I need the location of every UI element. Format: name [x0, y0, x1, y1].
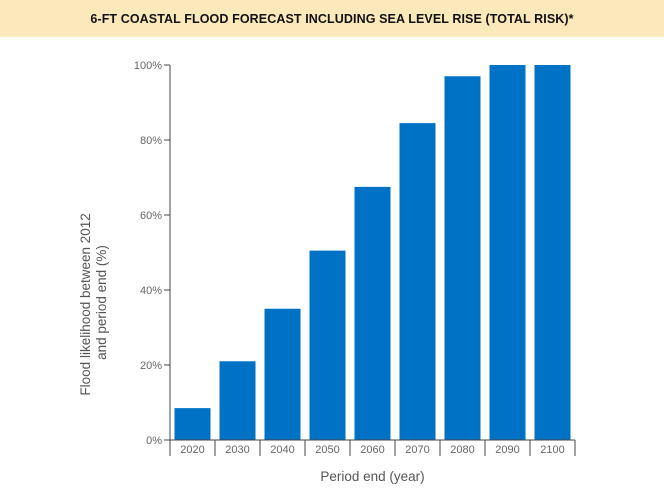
x-tick-label: 2100: [540, 444, 564, 456]
x-tick-label: 2020: [180, 444, 204, 456]
y-tick-label: 20%: [140, 360, 162, 372]
chart-title: 6-FT COASTAL FLOOD FORECAST INCLUDING SE…: [90, 11, 574, 26]
y-axis: 0% 20% 40% 60% 80% 100%: [134, 60, 171, 447]
x-tick-label: 2070: [405, 444, 429, 456]
bar-2050: [309, 250, 346, 440]
bar-2090: [489, 65, 526, 440]
y-axis-title-line-1: Flood likelihood between 2012: [78, 213, 93, 395]
bar-2030: [219, 361, 256, 440]
y-tick-label: 0%: [146, 435, 162, 447]
y-tick-label: 60%: [140, 210, 162, 222]
x-axis: 2020 2030 2040 2050 2060 2070 2080 2090 2100: [169, 439, 576, 456]
y-axis-title: Flood likelihood between 2012 and period…: [78, 209, 109, 395]
bar-2020: [174, 408, 211, 440]
chart-title-bar: 6-FT COASTAL FLOOD FORECAST INCLUDING SE…: [0, 0, 664, 37]
x-tick-label: 2040: [270, 444, 294, 456]
y-axis-title-line-2: and period end (%): [94, 245, 109, 360]
bar-2060: [354, 186, 391, 440]
y-tick-label: 80%: [140, 135, 162, 147]
y-tick-label: 40%: [140, 285, 162, 297]
x-tick-label: 2080: [450, 444, 474, 456]
x-tick-label: 2060: [360, 444, 384, 456]
bar-2070: [399, 123, 436, 440]
bar-2080: [444, 76, 481, 440]
x-tick-label: 2030: [225, 444, 249, 456]
bar-2100: [534, 65, 571, 440]
y-tick-label: 100%: [134, 60, 162, 72]
bar-2040: [264, 308, 301, 440]
bars: [174, 65, 571, 440]
x-tick-label: 2090: [495, 444, 519, 456]
x-axis-title: Period end (year): [320, 469, 424, 484]
x-tick-label: 2050: [315, 444, 339, 456]
